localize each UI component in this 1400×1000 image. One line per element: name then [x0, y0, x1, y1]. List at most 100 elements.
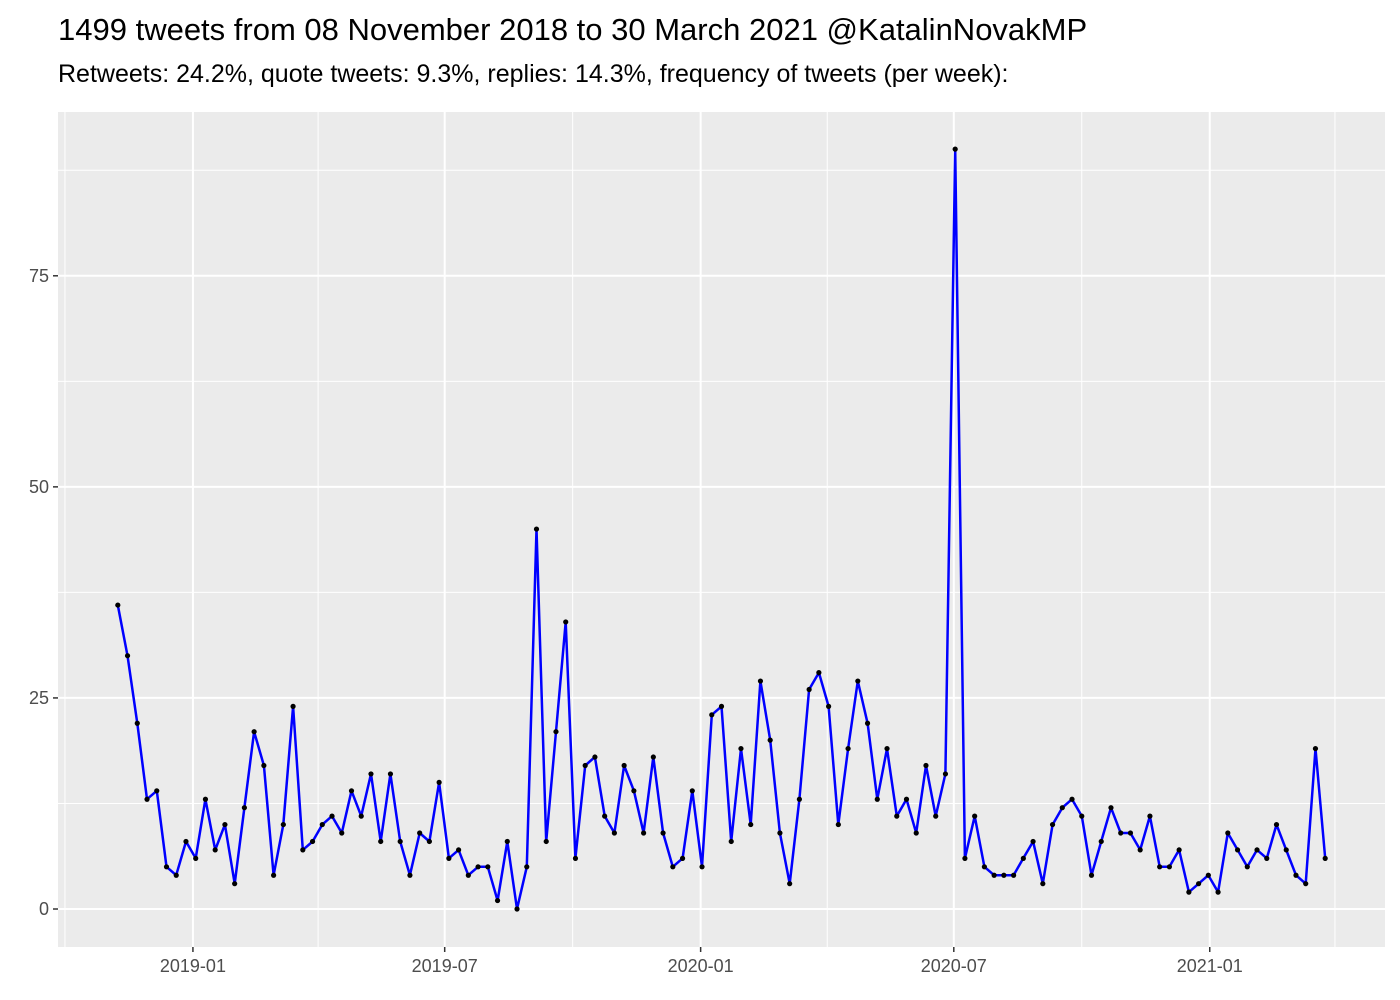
data-point	[1079, 813, 1085, 819]
data-point	[1166, 864, 1172, 870]
data-point	[952, 146, 958, 152]
data-point	[271, 872, 277, 878]
data-point	[1137, 847, 1143, 853]
data-point	[300, 847, 306, 853]
data-point	[1147, 813, 1153, 819]
data-point	[193, 855, 199, 861]
data-point	[1273, 821, 1280, 828]
data-point	[767, 737, 773, 743]
data-point	[699, 864, 705, 870]
data-point	[933, 813, 939, 819]
y-tick-label: 25	[29, 688, 49, 708]
data-point	[465, 872, 471, 878]
data-point	[358, 813, 364, 819]
data-point	[582, 762, 588, 769]
data-point	[592, 754, 598, 760]
data-point	[1108, 805, 1114, 811]
data-point	[1225, 830, 1231, 836]
data-point	[1186, 889, 1192, 895]
data-point	[1118, 830, 1124, 836]
data-point	[212, 847, 218, 853]
data-point	[397, 838, 403, 845]
data-point	[796, 796, 802, 802]
data-point	[777, 830, 783, 836]
data-point	[1293, 872, 1299, 878]
data-point	[972, 813, 978, 819]
data-point	[426, 838, 432, 845]
data-point	[504, 838, 510, 845]
data-point	[1069, 796, 1075, 802]
data-point	[319, 821, 325, 828]
x-tick-label: 2020-07	[921, 956, 987, 976]
data-point	[679, 855, 686, 861]
data-point	[1205, 872, 1211, 878]
data-point	[1049, 821, 1056, 828]
data-point	[163, 864, 170, 870]
data-point	[962, 855, 968, 861]
data-point	[806, 686, 812, 693]
data-point	[524, 864, 530, 870]
data-point	[485, 864, 491, 870]
data-point	[1088, 872, 1095, 878]
chart-subtitle: Retweets: 24.2%, quote tweets: 9.3%, rep…	[58, 60, 1009, 88]
data-point	[115, 602, 121, 608]
data-point	[1303, 881, 1309, 887]
data-point	[241, 805, 247, 811]
data-point	[1030, 838, 1036, 845]
data-point	[602, 813, 608, 819]
data-point	[154, 788, 160, 794]
data-point	[1283, 847, 1289, 853]
data-point	[183, 838, 189, 845]
data-point	[621, 762, 627, 769]
data-point	[124, 653, 131, 659]
data-point	[329, 813, 335, 819]
data-point	[631, 788, 637, 794]
x-tick-label: 2021-01	[1177, 956, 1243, 976]
data-point	[1244, 864, 1250, 870]
y-tick-label: 75	[29, 266, 49, 286]
data-point	[1011, 872, 1017, 878]
data-point	[660, 830, 666, 836]
plot-panel	[58, 112, 1385, 947]
data-point	[456, 847, 462, 853]
y-tick-label: 50	[29, 477, 49, 497]
data-point	[884, 745, 890, 752]
data-point	[787, 881, 793, 887]
data-point	[251, 729, 257, 735]
data-point	[981, 864, 987, 870]
data-point	[757, 678, 764, 684]
data-point	[1196, 881, 1202, 887]
x-tick-label: 2020-01	[668, 956, 734, 976]
data-point	[913, 830, 919, 836]
data-point	[348, 788, 355, 794]
data-point	[855, 678, 861, 684]
data-point	[845, 745, 851, 752]
data-point	[1264, 855, 1270, 861]
data-point	[835, 821, 841, 828]
data-point	[407, 872, 413, 878]
data-point	[728, 838, 734, 845]
data-point	[446, 855, 452, 861]
data-point	[387, 771, 394, 777]
data-point	[436, 779, 442, 785]
data-point	[1157, 864, 1163, 870]
data-point	[1098, 838, 1104, 845]
data-point	[280, 821, 286, 828]
data-point	[1312, 745, 1319, 752]
data-point	[1176, 847, 1182, 853]
data-point	[991, 872, 997, 878]
data-point	[339, 830, 345, 836]
y-tick-label: 0	[39, 899, 49, 919]
data-point	[290, 703, 296, 709]
data-point	[202, 796, 209, 802]
data-point	[942, 771, 949, 777]
data-point	[1215, 889, 1221, 895]
data-point	[670, 864, 676, 870]
data-point	[864, 720, 871, 726]
data-point	[709, 712, 715, 718]
data-point	[611, 830, 617, 836]
data-point	[1322, 855, 1328, 861]
data-point	[718, 703, 725, 709]
data-point	[533, 526, 540, 532]
